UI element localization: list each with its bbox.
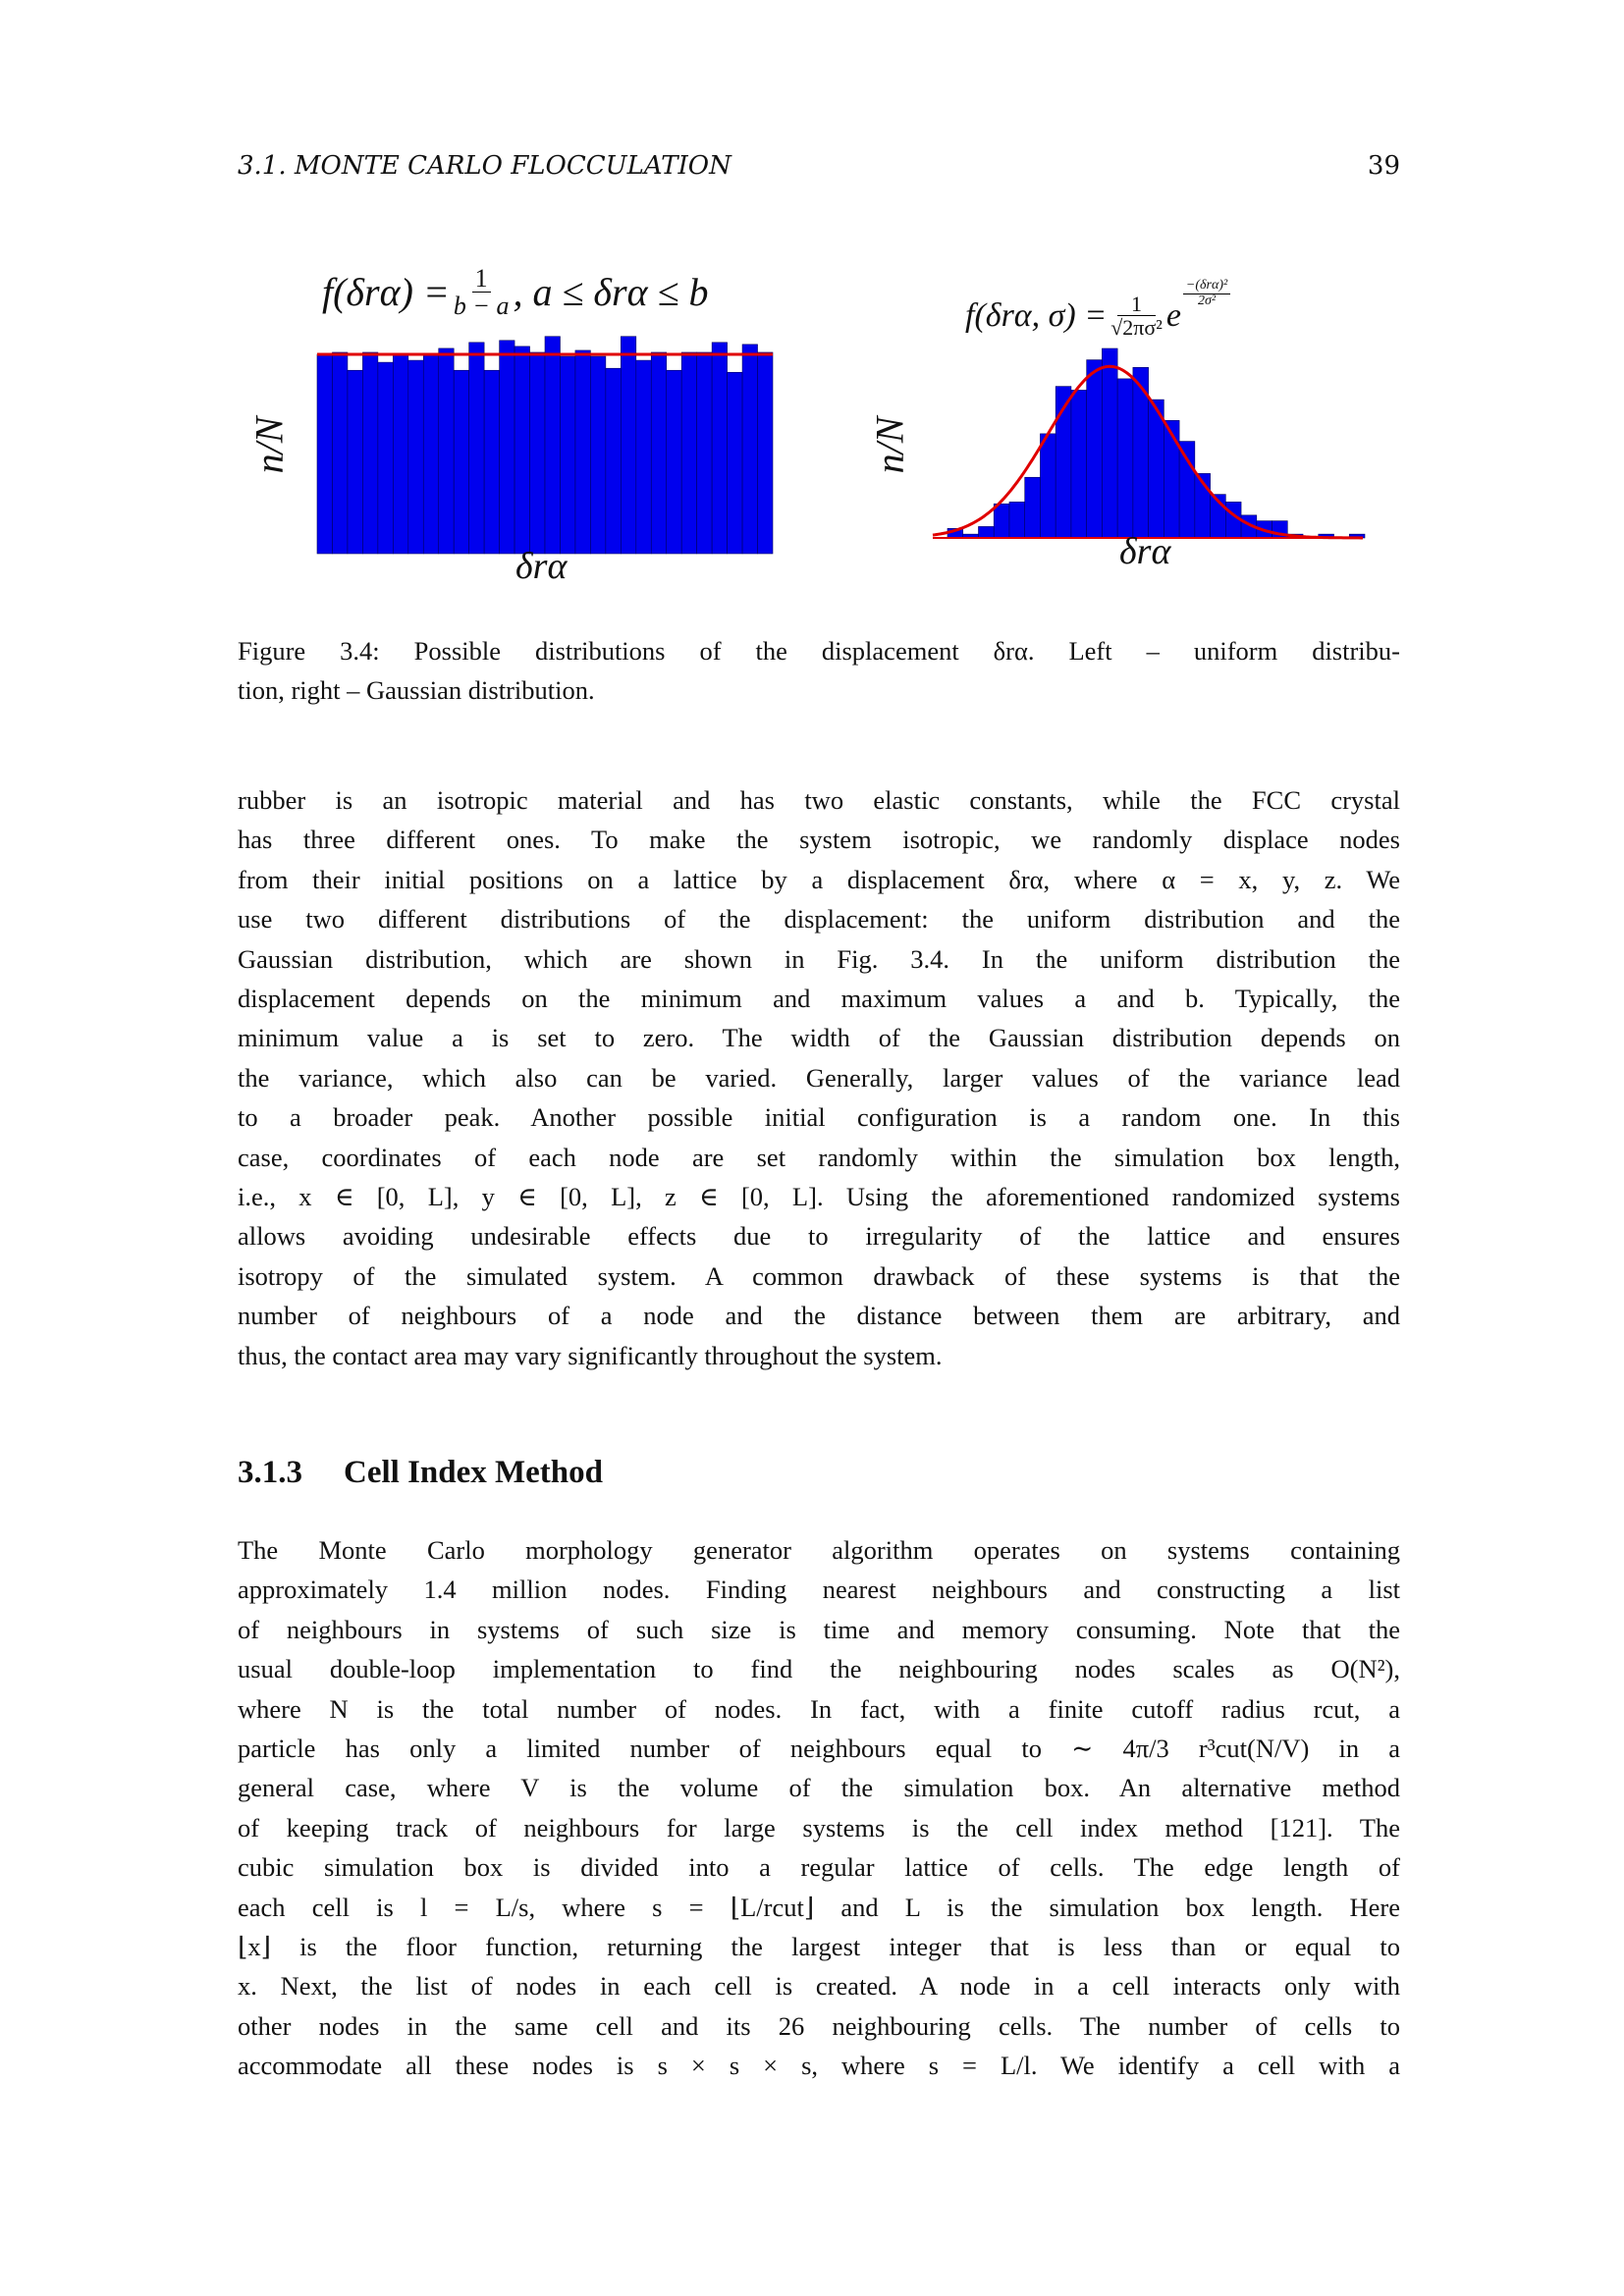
paragraph-line: ⌊x⌋ is the floor function, returning the… (238, 1932, 1400, 1961)
formula-numerator: 1 (1117, 293, 1156, 317)
histogram-bar (393, 353, 409, 555)
histogram-bar (621, 336, 637, 555)
histogram-bar (377, 361, 394, 555)
paragraph-line: thus, the contact area may vary signific… (238, 1340, 943, 1370)
paragraph-line: accommodate all these nodes is s × s × s… (238, 2051, 1400, 2081)
histogram-bar (650, 351, 668, 555)
histogram-bar (1040, 433, 1056, 539)
histogram-bar (422, 353, 440, 555)
histogram-bar (1008, 502, 1026, 539)
histogram-bar (529, 351, 546, 555)
paragraph-line: the variance, which also can be varied. … (238, 1062, 1400, 1093)
formula-lhs: f(δrα, σ) = (965, 296, 1108, 334)
histogram-bar (1148, 399, 1164, 539)
exponent-denominator: 2σ² (1198, 294, 1217, 309)
histogram-bar (544, 336, 561, 555)
paragraph-line: The Monte Carlo morphology generator alg… (238, 1535, 1400, 1565)
histogram-bar (1164, 420, 1180, 539)
right-x-axis-label: δrα (1119, 531, 1171, 572)
histogram-bar (499, 340, 515, 555)
histogram-bar (1070, 390, 1087, 539)
paragraph-line: use two different distributions of the d… (238, 904, 1400, 934)
paragraph-line: number of neighbours of a node and the d… (238, 1301, 1400, 1331)
paragraph-line: other nodes in the same cell and its 26 … (238, 2010, 1400, 2041)
section-heading: 3.1.3 Cell Index Method (238, 1455, 603, 1491)
exponent-numerator: −(δrα)² (1182, 279, 1231, 295)
section-title: Cell Index Method (344, 1455, 603, 1490)
histogram-bar (1102, 347, 1118, 539)
histogram-bar (605, 367, 622, 555)
paragraph-line: case, coordinates of each node are set r… (238, 1142, 1400, 1172)
gaussian-formula: f(δrα, σ) = 1 √2πσ² e −(δrα)² 2σ² (965, 279, 1234, 341)
histogram-bar (407, 359, 424, 555)
paragraph-line: rubber is an isotropic material and has … (238, 785, 1400, 815)
histogram-bar (347, 369, 363, 555)
histogram-bar (1116, 378, 1134, 539)
formula-denominator: b − a (453, 292, 510, 321)
right-y-axis-label: n/N (867, 416, 912, 474)
histogram-bar (574, 349, 591, 555)
histogram-bar (680, 351, 697, 555)
paragraph-line: Gaussian distribution, which are shown i… (238, 943, 1400, 974)
histogram-bar (438, 347, 455, 555)
paragraph-line: x. Next, the list of nodes in each cell … (238, 1971, 1400, 2002)
paragraph-line: to a broader peak. Another possible init… (238, 1102, 1400, 1133)
figure-charts (316, 336, 1366, 555)
paragraph-line: of neighbours in systems of such size is… (238, 1614, 1400, 1644)
histogram-bar (483, 369, 500, 555)
paragraph-line: isotropy of the simulated system. A comm… (238, 1260, 1400, 1291)
histogram-bar (635, 359, 652, 555)
histogram-bar (1024, 476, 1041, 539)
gaussian-fit-curve (932, 364, 1363, 540)
paragraph-line: i.e., x ∈ [0, L], y ∈ [0, L], z ∈ [0, L]… (238, 1182, 1400, 1211)
paragraph-line: has three different ones. To make the sy… (238, 825, 1400, 855)
figure-caption: Figure 3.4: Possible distributions of th… (238, 636, 1400, 666)
paragraph-line: general case, where V is the volume of t… (238, 1773, 1400, 1803)
histogram-bar (468, 342, 485, 555)
histogram-bar (993, 503, 1010, 539)
histogram-bar (696, 351, 713, 555)
paragraph-line: minimum value a is set to zero. The widt… (238, 1023, 1400, 1053)
formula-lhs: f(δrα) = (322, 270, 450, 315)
left-y-axis-label: n/N (246, 416, 292, 474)
histogram-bar (757, 351, 774, 555)
paragraph-line: of keeping track of neighbours for large… (238, 1812, 1400, 1842)
histogram-bar (514, 346, 530, 555)
formula-numerator: 1 (471, 265, 491, 294)
paragraph-line: from their initial positions on a lattic… (238, 864, 1400, 894)
paragraph-line: approximately 1.4 million nodes. Finding… (238, 1575, 1400, 1605)
histogram-bar (590, 355, 607, 555)
histogram-bar (332, 351, 349, 555)
section-header: 3.1. MONTE CARLO FLOCCULATION (238, 151, 731, 181)
paragraph-line: cubic simulation box is divided into a r… (238, 1852, 1400, 1883)
histogram-bar (1086, 359, 1103, 539)
histogram-bar (727, 371, 743, 555)
paragraph-line: allows avoiding undesirable effects due … (238, 1221, 1400, 1252)
histogram-bar (316, 353, 333, 555)
formula-exp-base: e (1165, 296, 1181, 334)
histogram-bar (666, 369, 682, 555)
formula-denominator: √2πσ² (1110, 315, 1163, 341)
section-number: 3.1.3 (238, 1455, 302, 1490)
histogram-bar (453, 369, 469, 555)
histogram-bar (560, 355, 576, 555)
paragraph-line: particle has only a limited number of ne… (238, 1734, 1400, 1763)
histogram-bar (978, 526, 995, 539)
histogram-bar (1178, 441, 1196, 539)
left-x-axis-label: δrα (515, 546, 568, 587)
histogram-bar (362, 351, 379, 555)
histogram-bar (741, 344, 758, 555)
running-header: 3.1. MONTE CARLO FLOCCULATION 39 (238, 151, 1400, 181)
paragraph-line: where N is the total number of nodes. In… (238, 1693, 1400, 1724)
page-number: 39 (1367, 151, 1400, 181)
paragraph-line: displacement depends on the minimum and … (238, 984, 1400, 1013)
paragraph-line: usual double-loop implementation to find… (238, 1654, 1400, 1684)
paragraph-line: each cell is l = L/s, where s = ⌊L/rcut⌋… (238, 1892, 1400, 1922)
histogram-bar (711, 342, 728, 555)
formula-rhs: , a ≤ δrα ≤ b (513, 270, 709, 315)
figure-caption: tion, right – Gaussian distribution. (238, 675, 595, 705)
